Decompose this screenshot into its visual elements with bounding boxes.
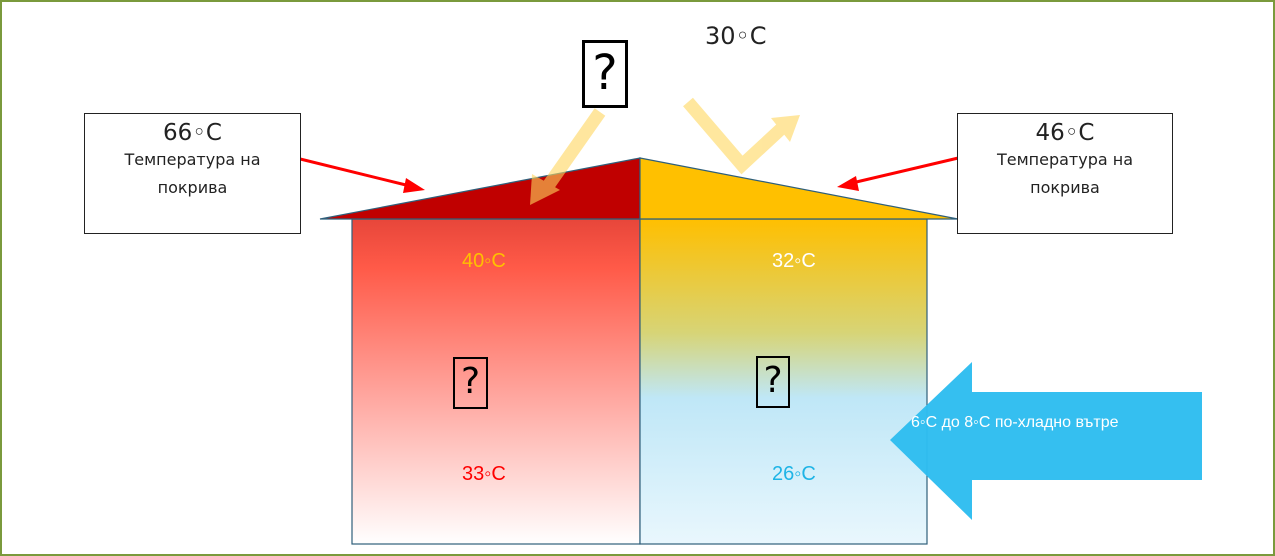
left-room-top-temp: 40◦C bbox=[462, 250, 506, 272]
sun-ray-reflected bbox=[683, 97, 800, 175]
cooling-arrow-label: 6◦C до 8◦C по-хладно вътре bbox=[911, 414, 1119, 431]
left-roof-temp: 66◦C bbox=[163, 120, 222, 146]
left-roof bbox=[319, 157, 641, 220]
left-roof-temp-box: 66◦C Температура на покрива bbox=[84, 113, 301, 234]
sun-ray-incoming bbox=[530, 108, 606, 205]
right-roof bbox=[639, 157, 959, 220]
right-room-icon: ? bbox=[756, 356, 790, 408]
left-room-icon: ? bbox=[453, 357, 488, 409]
cooling-arrow bbox=[890, 362, 1202, 520]
right-room bbox=[639, 218, 928, 545]
left-room-bottom-temp: 33◦C bbox=[462, 463, 506, 485]
right-room-top-temp: 32◦C bbox=[772, 250, 816, 272]
right-roof-caption-1: Температура на bbox=[996, 150, 1134, 169]
left-roof-caption-1: Температура на bbox=[124, 150, 261, 169]
right-roof-temp: 46◦C bbox=[1035, 120, 1095, 146]
right-roof-temp-box: 46◦C Температура на покрива bbox=[957, 113, 1173, 234]
right-roof-pointer bbox=[837, 153, 972, 191]
right-room-bottom-temp: 26◦C bbox=[772, 463, 816, 485]
left-roof-caption-2: покрива bbox=[157, 178, 228, 197]
left-roof-pointer bbox=[287, 154, 425, 193]
right-roof-caption-2: покрива bbox=[1030, 178, 1100, 197]
ambient-temp: 30◦C bbox=[705, 22, 767, 50]
sun-icon: ? bbox=[582, 40, 628, 108]
